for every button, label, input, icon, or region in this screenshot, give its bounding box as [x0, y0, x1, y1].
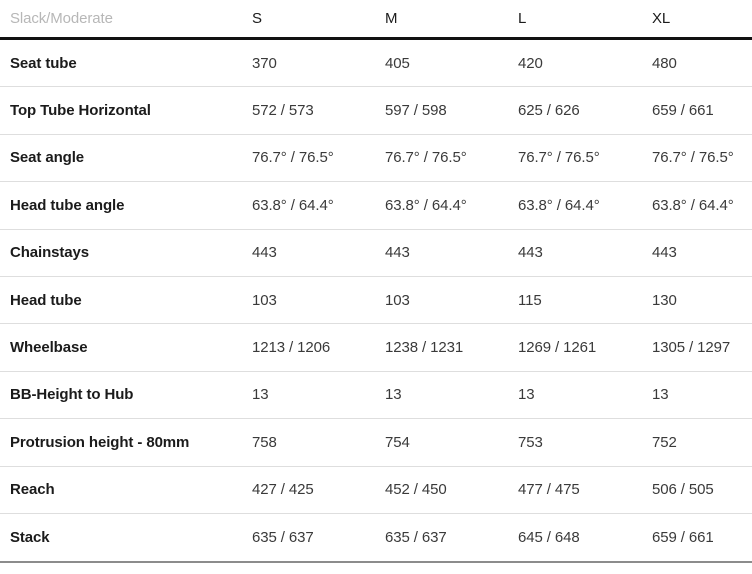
- table-row-protrusion-height: Protrusion height - 80mm 758 754 753 752: [0, 419, 752, 467]
- cell-value: 76.7° / 76.5°: [652, 149, 734, 167]
- table-row-seat-tube: Seat tube 370 405 420 480: [0, 40, 752, 88]
- cell-value: 13: [385, 386, 402, 404]
- cell-value: 659 / 661: [652, 102, 714, 120]
- cell-value: 13: [518, 386, 535, 404]
- table-row-top-tube-horizontal: Top Tube Horizontal 572 / 573 597 / 598 …: [0, 87, 752, 135]
- cell-value: 635 / 637: [385, 529, 447, 547]
- table-row-seat-angle: Seat angle 76.7° / 76.5° 76.7° / 76.5° 7…: [0, 135, 752, 183]
- cell-value: 13: [652, 386, 669, 404]
- table-row-bb-height-to-hub: BB-Height to Hub 13 13 13 13: [0, 372, 752, 420]
- table-row-chainstays: Chainstays 443 443 443 443: [0, 230, 752, 277]
- cell-value: 452 / 450: [385, 481, 447, 499]
- cell-value: 635 / 637: [252, 529, 314, 547]
- cell-value: 443: [518, 244, 543, 262]
- table-row-head-tube: Head tube 103 103 115 130: [0, 277, 752, 325]
- cell-value: 480: [652, 54, 677, 72]
- cell-value: 427 / 425: [252, 481, 314, 499]
- cell-value: 1305 / 1297: [652, 339, 731, 357]
- cell-value: 506 / 505: [652, 481, 714, 499]
- cell-value: 115: [518, 291, 542, 309]
- column-header-s: S: [252, 10, 262, 27]
- geometry-mode-header: Slack/Moderate: [10, 10, 113, 27]
- cell-value: 758: [252, 433, 277, 451]
- table-row-reach: Reach 427 / 425 452 / 450 477 / 475 506 …: [0, 467, 752, 514]
- cell-value: 76.7° / 76.5°: [385, 149, 467, 167]
- row-label: Seat tube: [10, 54, 77, 72]
- row-label: Seat angle: [10, 149, 85, 167]
- cell-value: 420: [518, 54, 543, 72]
- table-row-stack: Stack 635 / 637 635 / 637 645 / 648 659 …: [0, 514, 752, 561]
- row-label: Wheelbase: [10, 339, 88, 357]
- cell-value: 103: [252, 291, 277, 309]
- row-label: Head tube: [10, 291, 82, 309]
- cell-value: 63.8° / 64.4°: [652, 196, 734, 214]
- cell-value: 443: [385, 244, 410, 262]
- row-label: BB-Height to Hub: [10, 386, 134, 404]
- cell-value: 645 / 648: [518, 529, 580, 547]
- cell-value: 752: [652, 433, 677, 451]
- row-label: Protrusion height - 80mm: [10, 433, 190, 451]
- cell-value: 76.7° / 76.5°: [252, 149, 334, 167]
- row-label: Reach: [10, 481, 55, 499]
- cell-value: 76.7° / 76.5°: [518, 149, 600, 167]
- cell-value: 754: [385, 433, 410, 451]
- cell-value: 625 / 626: [518, 102, 580, 120]
- table-header-row: Slack/Moderate S M L XL: [0, 0, 752, 40]
- table-row-wheelbase: Wheelbase 1213 / 1206 1238 / 1231 1269 /…: [0, 324, 752, 372]
- cell-value: 572 / 573: [252, 102, 314, 120]
- cell-value: 130: [652, 291, 677, 309]
- cell-value: 1238 / 1231: [385, 339, 464, 357]
- cell-value: 1213 / 1206: [252, 339, 331, 357]
- cell-value: 370: [252, 54, 277, 72]
- cell-value: 753: [518, 433, 543, 451]
- cell-value: 1269 / 1261: [518, 339, 597, 357]
- column-header-m: M: [385, 10, 398, 27]
- cell-value: 597 / 598: [385, 102, 447, 120]
- row-label: Top Tube Horizontal: [10, 102, 151, 120]
- row-label: Stack: [10, 529, 50, 547]
- cell-value: 63.8° / 64.4°: [252, 196, 334, 214]
- cell-value: 103: [385, 291, 410, 309]
- table-row-head-tube-angle: Head tube angle 63.8° / 64.4° 63.8° / 64…: [0, 182, 752, 230]
- column-header-l: L: [518, 10, 527, 27]
- row-label: Chainstays: [10, 244, 90, 262]
- cell-value: 13: [252, 386, 269, 404]
- cell-value: 63.8° / 64.4°: [385, 196, 467, 214]
- cell-value: 443: [252, 244, 277, 262]
- cell-value: 405: [385, 54, 410, 72]
- cell-value: 443: [652, 244, 677, 262]
- cell-value: 477 / 475: [518, 481, 580, 499]
- row-label: Head tube angle: [10, 196, 125, 214]
- cell-value: 63.8° / 64.4°: [518, 196, 600, 214]
- cell-value: 659 / 661: [652, 529, 714, 547]
- column-header-xl: XL: [652, 10, 671, 27]
